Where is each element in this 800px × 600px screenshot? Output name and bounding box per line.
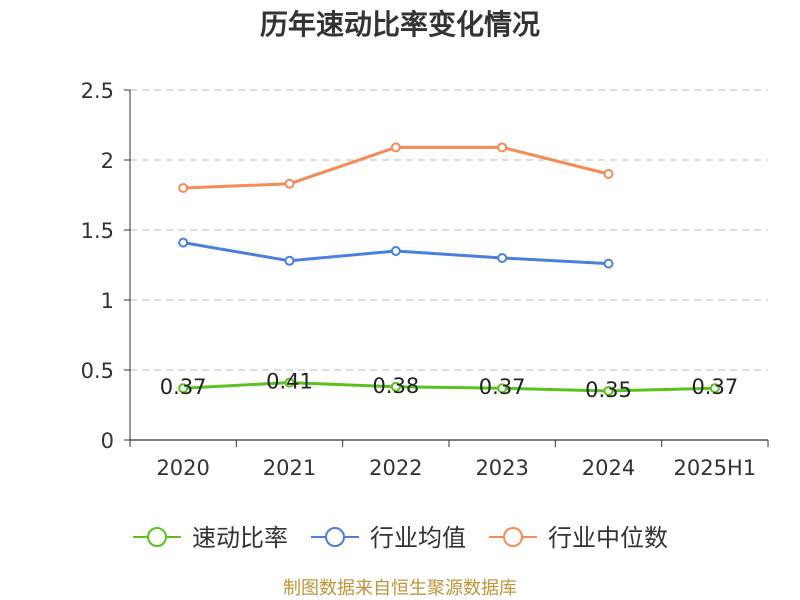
y-tick-label: 0 <box>101 429 114 453</box>
series-line-0 <box>181 381 717 393</box>
series-0-point <box>390 381 401 392</box>
data-labels: 0.37 0.41 0.38 0.37 0.35 0.37 <box>160 370 738 402</box>
y-tick-label: 2 <box>101 149 114 173</box>
series-1-point <box>390 246 401 256</box>
series-1-point <box>284 255 295 266</box>
data-label: 0.41 <box>266 370 313 394</box>
data-label: 0.38 <box>372 374 419 398</box>
series-0-point <box>709 383 720 394</box>
series-1-point <box>497 253 508 263</box>
legend-marker-icon <box>503 527 523 547</box>
series-1-point <box>603 258 614 269</box>
series-0-point <box>603 386 614 396</box>
x-tick-label: 2022 <box>369 456 422 480</box>
series-2-point <box>497 142 508 153</box>
legend: 速动比率 行业均值 行业中位数 <box>133 524 668 552</box>
data-source-footer: 制图数据来自恒生聚源数据库 <box>283 578 517 599</box>
legend-label: 行业中位数 <box>548 524 668 552</box>
series-1-point <box>178 237 189 248</box>
y-tick-label: 0.5 <box>81 359 114 383</box>
legend-label: 速动比率 <box>192 524 288 552</box>
grid-lines <box>130 89 768 371</box>
chart-title: 历年速动比率变化情况 <box>260 8 540 41</box>
x-axis: 2020 2021 2022 2023 2024 2025H1 <box>129 439 769 480</box>
y-tick-label: 2.5 <box>81 79 114 103</box>
x-tick-label: 2023 <box>475 456 528 480</box>
series-0-point <box>284 377 295 388</box>
legend-item-industry-mean[interactable]: 行业均值 <box>311 524 466 552</box>
x-tick-label: 2020 <box>156 456 209 480</box>
legend-label: 行业均值 <box>370 524 466 552</box>
legend-item-industry-median[interactable]: 行业中位数 <box>489 524 668 552</box>
data-label: 0.37 <box>479 375 526 399</box>
series-0-point <box>178 383 189 394</box>
data-label: 0.37 <box>160 375 207 399</box>
x-tick-label: 2024 <box>582 456 635 480</box>
series-layer <box>178 142 720 396</box>
series-2-point <box>284 178 295 189</box>
x-tick-label: 2021 <box>263 456 316 480</box>
series-2-point <box>390 142 401 153</box>
data-label: 0.35 <box>585 378 632 402</box>
series-0-point <box>497 383 508 394</box>
y-axis: 0 0.5 1 1.5 2 2.5 <box>81 79 131 453</box>
series-2-point <box>603 169 614 179</box>
y-tick-label: 1 <box>101 289 114 313</box>
legend-item-quick-ratio[interactable]: 速动比率 <box>133 524 288 552</box>
legend-marker-icon <box>325 527 345 547</box>
series-2-point <box>178 183 189 193</box>
legend-marker-icon <box>147 527 167 547</box>
x-tick-label: 2025H1 <box>674 456 757 480</box>
y-tick-label: 1.5 <box>81 219 114 243</box>
data-label: 0.37 <box>691 375 738 399</box>
series-line-2 <box>181 145 610 190</box>
